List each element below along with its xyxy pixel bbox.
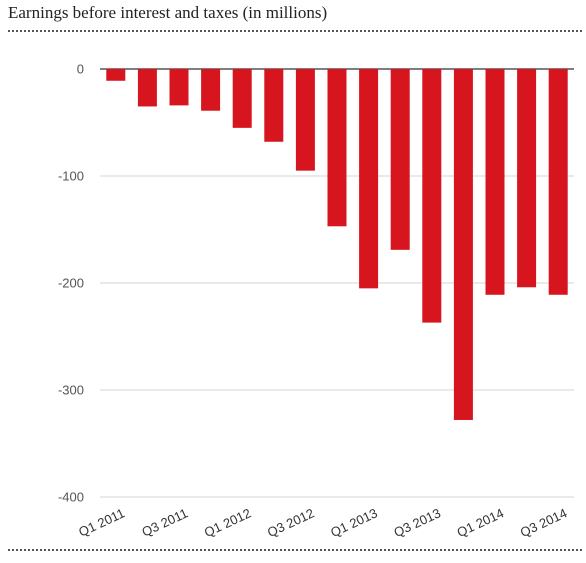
bar (453, 69, 473, 420)
y-tick-label: -400 (58, 490, 84, 505)
bar (264, 69, 284, 142)
bar (485, 69, 505, 295)
bar (390, 69, 410, 250)
x-tick-label: Q1 2011 (76, 505, 127, 539)
bar (169, 69, 189, 106)
x-tick-label: Q1 2012 (202, 505, 254, 540)
bar (137, 69, 157, 107)
bottom-divider (8, 549, 582, 551)
top-divider (8, 30, 582, 32)
bar (106, 69, 126, 81)
bar (201, 69, 221, 111)
bar (422, 69, 442, 323)
bar (359, 69, 379, 289)
bar (295, 69, 315, 171)
x-tick-label: Q3 2012 (265, 505, 317, 540)
y-axis-ticks: 0 -100 -200 -300 -400 (58, 62, 84, 505)
bar (517, 69, 537, 288)
chart-title: Earnings before interest and taxes (in m… (8, 3, 328, 22)
y-tick-label: 0 (77, 62, 84, 77)
y-tick-label: -100 (58, 169, 84, 184)
y-tick-label: -200 (58, 276, 84, 291)
bar (548, 69, 568, 295)
x-tick-label: Q1 2014 (455, 505, 507, 540)
bar (232, 69, 252, 128)
x-tick-label: Q3 2013 (391, 505, 443, 540)
bar (327, 69, 347, 227)
x-tick-label: Q1 2013 (328, 505, 380, 540)
bars (106, 69, 568, 420)
y-tick-label: -300 (58, 383, 84, 398)
x-tick-label: Q3 2014 (518, 505, 570, 540)
x-axis-ticks: Q1 2011 Q3 2011 Q1 2012 Q3 2012 Q1 2013 Q3 20… (76, 505, 569, 540)
x-tick-label: Q3 2011 (139, 505, 190, 539)
